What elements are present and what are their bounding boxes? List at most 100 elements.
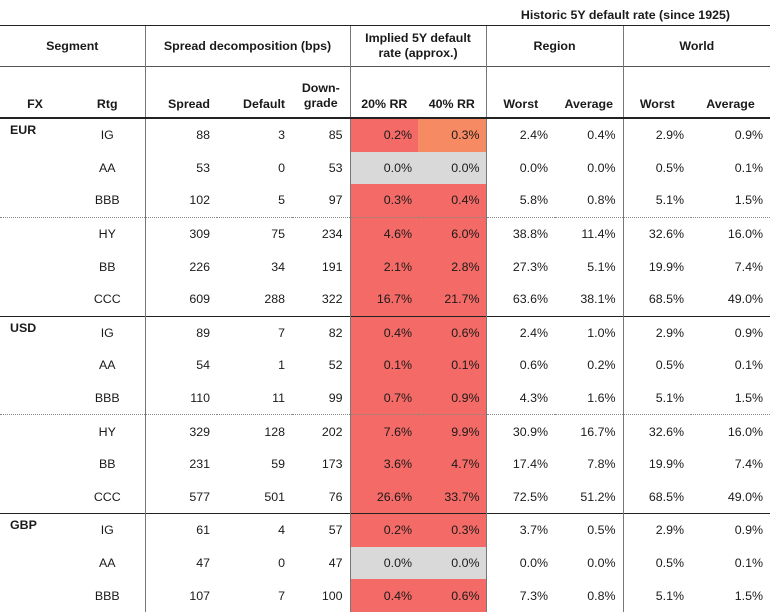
downgrade-cell: 99 — [328, 391, 343, 406]
spread-decomposition-table: Segment Spread decomposition (bps) Impli… — [0, 25, 770, 612]
implied-rate-20rr-cell: 26.6% — [349, 480, 419, 514]
rating-cell: IG — [70, 513, 146, 547]
region-worst-cell: 0.0% — [485, 546, 556, 580]
implied-rate-40rr-cell: 0.3% — [418, 118, 487, 152]
region-worst-cell: 2.4% — [485, 315, 556, 350]
region-worst-cell: 63.6% — [485, 282, 556, 317]
region-worst-cell: 27.3% — [485, 250, 556, 283]
table-row: HY 329 128 202 7.6% 9.9% 30.9% 16.7% 32.6% 16.0% — [0, 414, 770, 448]
spread-cell: 107 — [144, 579, 218, 612]
default-cell: 0 — [278, 556, 286, 571]
world-worst-column-header: Worst — [622, 66, 692, 119]
world-worst-cell: 5.1% — [622, 184, 692, 218]
region-worst-cell: 5.8% — [485, 184, 556, 218]
downgrade-cell: 173 — [321, 457, 343, 472]
default-cell: 7 — [278, 588, 286, 603]
default-cell: 1 — [278, 358, 286, 373]
implied-rate-20rr-cell: 0.3% — [349, 184, 419, 218]
table-row: EUR IG 88 3 85 0.2% 0.3% 2.4% 0.4% 2.9% 0.9% — [0, 118, 770, 152]
world-worst-cell: 68.5% — [622, 480, 692, 514]
region-worst-cell: 3.7% — [485, 513, 556, 547]
spread-cell: 61 — [144, 513, 218, 547]
default-cell: 288 — [264, 292, 286, 307]
implied-rate-20rr-cell: 0.1% — [349, 349, 419, 382]
default-cell: 11 — [272, 391, 286, 406]
region-average-cell: 16.7% — [555, 414, 624, 448]
implied-rate-20rr-cell: 3.6% — [349, 447, 419, 481]
rating-cell: BB — [98, 259, 116, 274]
world-worst-cell: 32.6% — [622, 216, 692, 251]
spread-cell: 89 — [144, 315, 218, 350]
table-row: BBB 102 5 97 0.3% 0.4% 5.8% 0.8% 5.1% 1.5% — [0, 184, 770, 218]
implied-rate-20rr-cell: 0.0% — [349, 151, 419, 185]
spread-cell: 53 — [144, 151, 218, 185]
world-average-cell: 49.0% — [727, 489, 764, 504]
default-cell: 501 — [264, 489, 286, 504]
world-worst-cell: 2.9% — [622, 315, 692, 350]
implied-rate-40rr-cell: 0.4% — [418, 184, 487, 218]
world-average-cell: 0.1% — [734, 358, 764, 373]
world-average-cell: 1.5% — [734, 391, 764, 406]
fx-cell — [0, 579, 70, 612]
rating-cell: AA — [98, 160, 116, 175]
region-average-cell: 0.0% — [587, 160, 616, 175]
historic-default-rate-title: Historic 5Y default rate (since 1925) — [520, 8, 730, 22]
rating-column-header: Rtg — [70, 66, 146, 119]
world-average-column-header: Average — [691, 66, 770, 119]
spread-cell: 609 — [144, 282, 218, 317]
world-worst-cell: 5.1% — [622, 579, 692, 612]
downgrade-cell: 57 — [292, 513, 351, 547]
default-cell: 5 — [278, 193, 286, 208]
world-average-cell: 7.4% — [734, 259, 764, 274]
region-worst-cell: 72.5% — [485, 480, 556, 514]
region-average-cell: 0.8% — [587, 588, 616, 603]
table-row: GBP IG 61 4 57 0.2% 0.3% 3.7% 0.5% 2.9% 0.9% — [0, 513, 770, 547]
downgrade-cell: 47 — [328, 556, 343, 571]
table-row: HY 309 75 234 4.6% 6.0% 38.8% 11.4% 32.6% 16.0% — [0, 216, 770, 251]
world-average-cell: 1.5% — [734, 588, 764, 603]
default-cell: 0 — [278, 160, 286, 175]
fx-column-header: FX — [0, 66, 70, 119]
rating-cell: HY — [70, 216, 146, 251]
implied-rate-20rr-cell: 7.6% — [349, 414, 419, 448]
fx-cell — [0, 349, 70, 382]
fx-cell — [0, 547, 70, 580]
table-row: CCC 577 501 76 26.6% 33.7% 72.5% 51.2% 68.5% 49.0… — [0, 480, 770, 514]
table-row: BB 231 59 173 3.6% 4.7% 17.4% 7.8% 19.9% 7.4% — [0, 447, 770, 481]
downgrade-cell: 82 — [292, 315, 351, 350]
region-average-cell: 0.2% — [587, 358, 616, 373]
rating-cell: HY — [70, 414, 146, 448]
world-worst-cell: 5.1% — [622, 381, 692, 415]
default-cell: 59 — [271, 457, 286, 472]
fx-cell — [0, 448, 70, 481]
fx-cell — [0, 216, 70, 251]
region-worst-cell: 2.4% — [485, 118, 556, 152]
implied-rate-20rr-cell: 0.0% — [349, 546, 419, 580]
downgrade-cell: 202 — [292, 414, 351, 448]
downgrade-cell: 191 — [321, 259, 343, 274]
header-row-groups: Segment Spread decomposition (bps) Impli… — [0, 25, 770, 67]
rating-cell: CCC — [93, 292, 121, 307]
default-cell: 7 — [217, 315, 293, 350]
table-row: AA 54 1 52 0.1% 0.1% 0.6% 0.2% 0.5% 0.1% — [0, 349, 770, 382]
implied-rate-40rr-cell: 0.1% — [418, 349, 487, 382]
header-row-columns: FX Rtg Spread Default Down-grade 20% RR … — [0, 66, 770, 119]
fx-cell: USD — [0, 315, 70, 350]
fx-cell — [0, 283, 70, 316]
world-average-cell: 16.0% — [691, 216, 770, 251]
downgrade-cell: 234 — [292, 216, 351, 251]
rating-cell: BBB — [94, 391, 120, 406]
world-worst-cell: 2.9% — [622, 513, 692, 547]
fx-cell — [0, 414, 70, 448]
world-average-cell: 0.1% — [734, 160, 764, 175]
spread-cell: 102 — [144, 184, 218, 218]
fx-cell — [0, 250, 70, 283]
world-worst-cell: 68.5% — [622, 282, 692, 317]
implied-rate-40rr-cell: 9.9% — [418, 414, 487, 448]
world-worst-cell: 19.9% — [622, 447, 692, 481]
world-average-cell: 1.5% — [734, 193, 764, 208]
rating-cell: BBB — [94, 193, 120, 208]
spread-cell: 329 — [144, 414, 218, 448]
fx-cell: EUR — [10, 123, 37, 137]
spread-cell: 88 — [144, 118, 218, 152]
